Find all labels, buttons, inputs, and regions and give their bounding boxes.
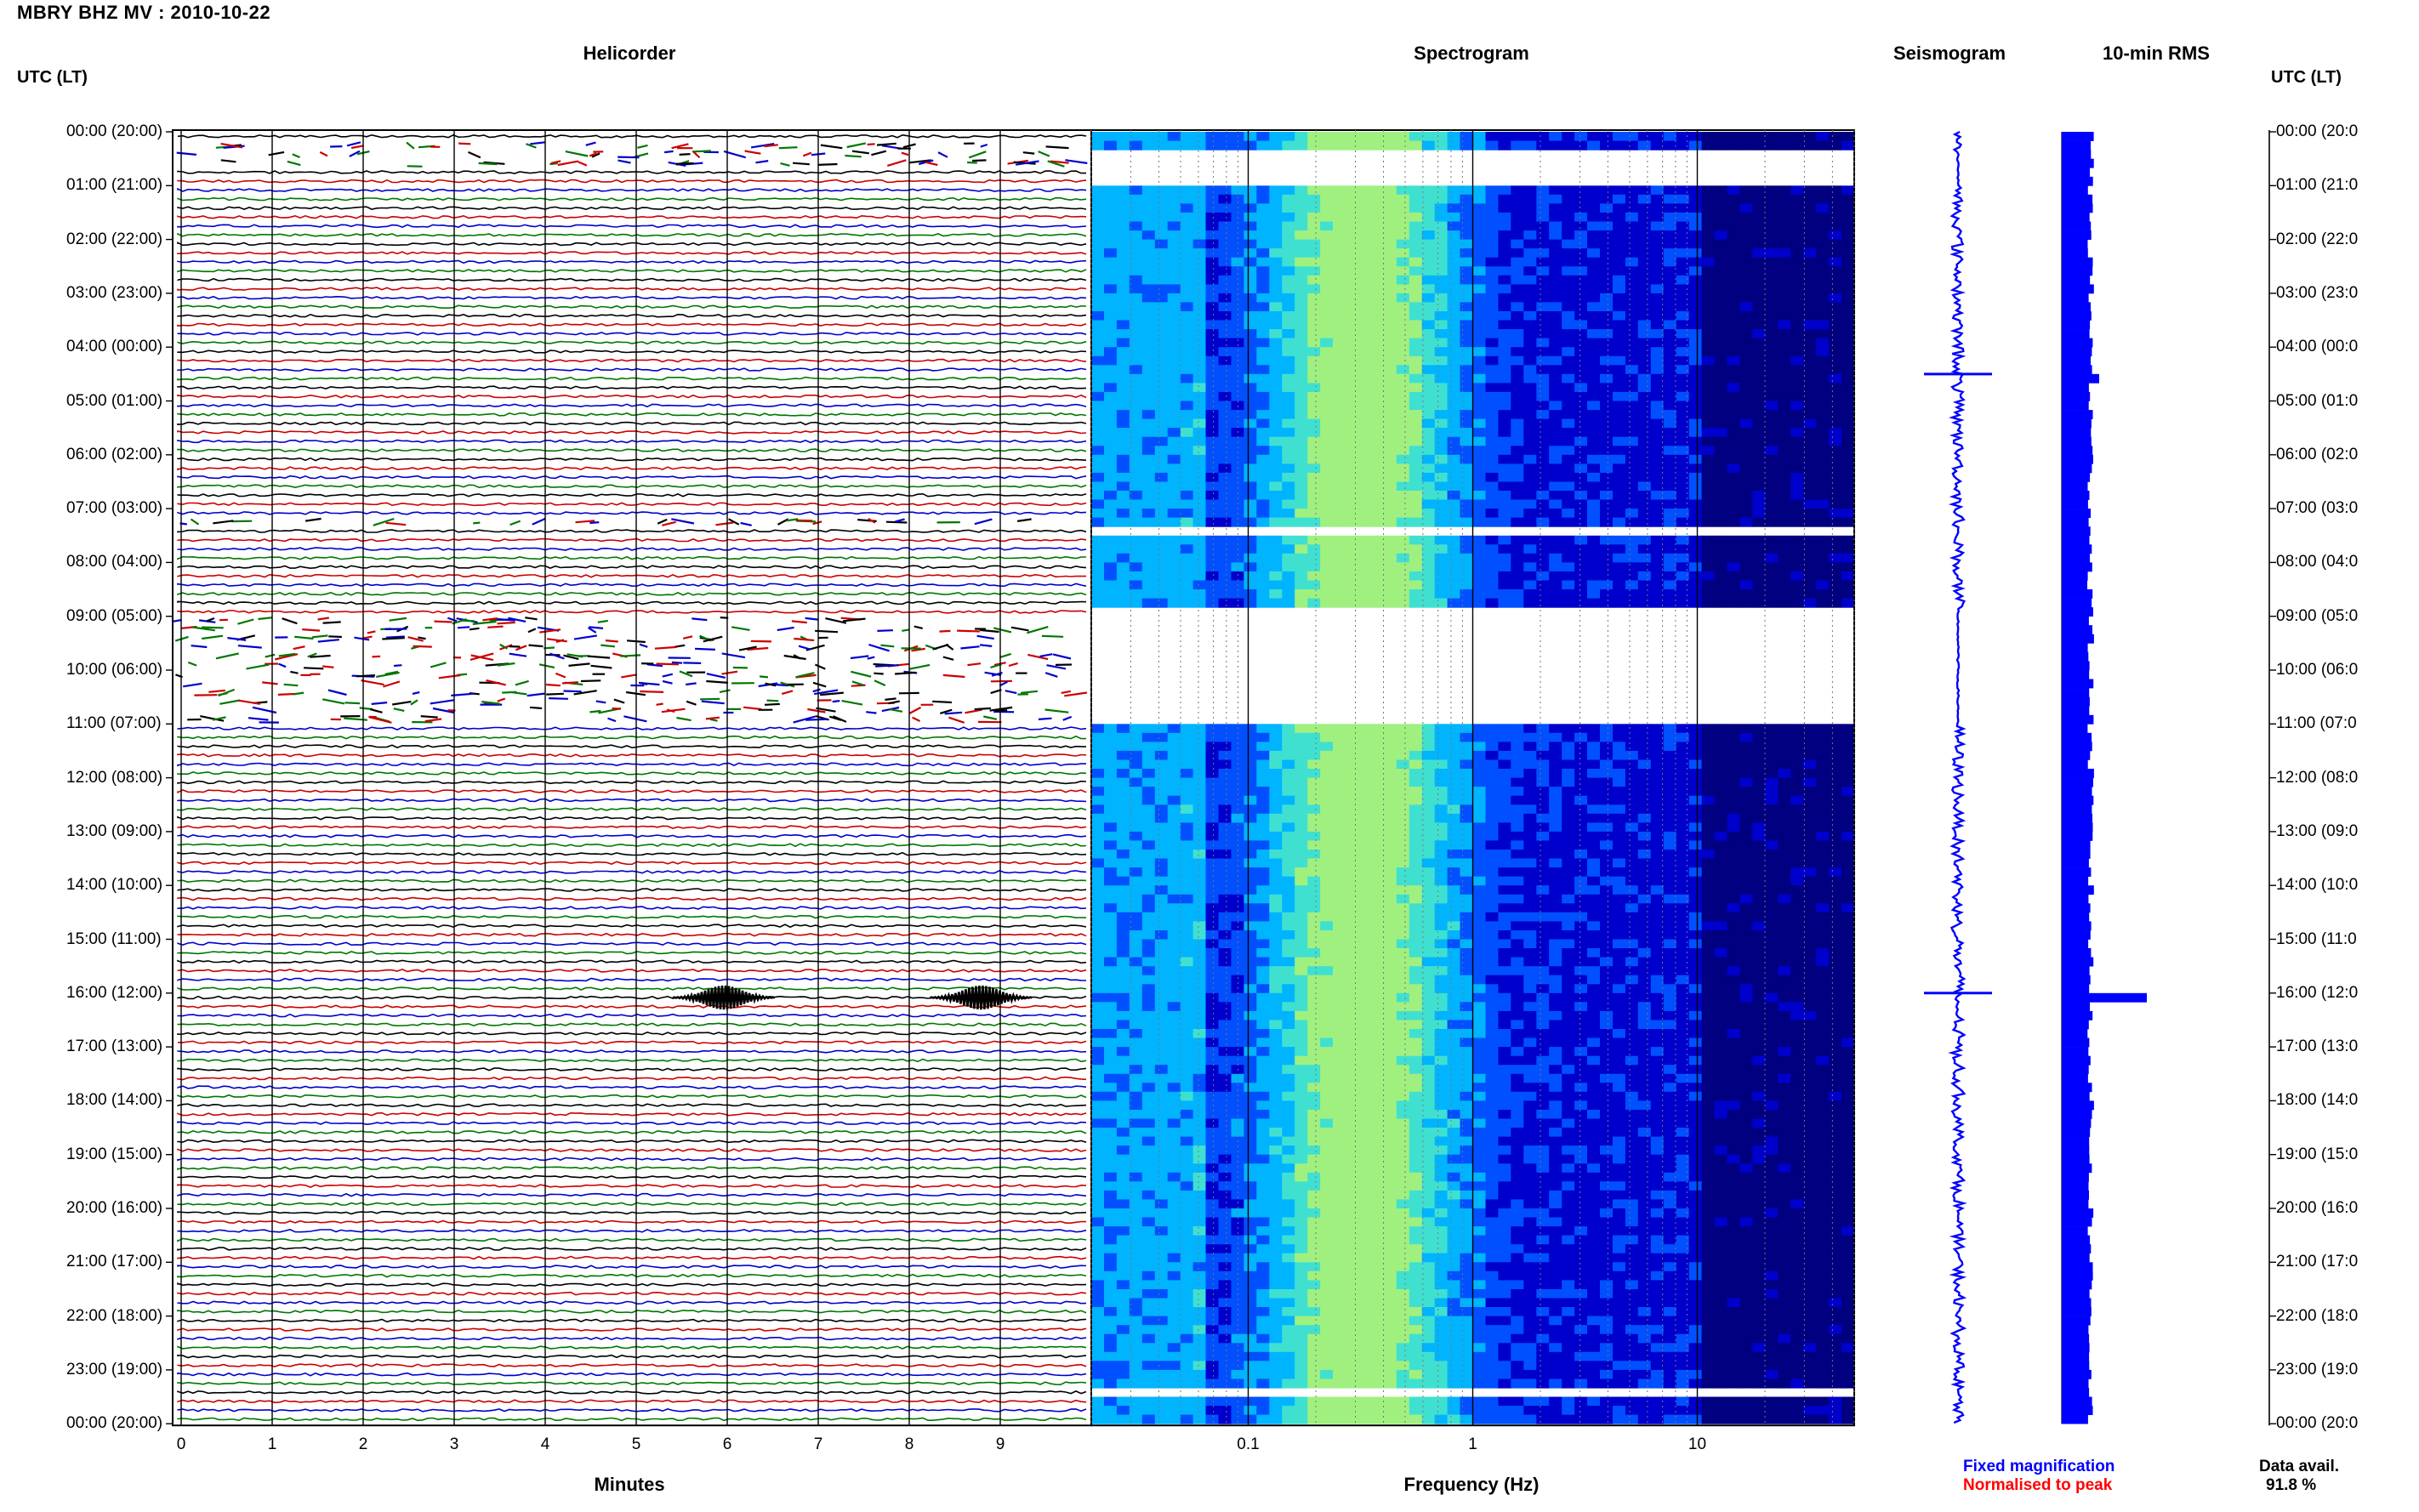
helicorder-event [930, 986, 1033, 1010]
spectrogram-title: Spectrogram [1414, 43, 1529, 64]
time-label-left: 21:00 (17:00) [66, 1253, 163, 1271]
time-label-left: 13:00 (09:00) [66, 821, 163, 840]
time-label-left: 16:00 (12:00) [66, 983, 163, 1002]
time-label-left: 19:00 (15:00) [66, 1145, 163, 1163]
seismogram-title: Seismogram [1893, 43, 2006, 64]
time-label-left: 07:00 (03:00) [66, 499, 163, 518]
helicorder-traces [173, 134, 1088, 1422]
helicorder-event [672, 986, 776, 1010]
time-label-left: 06:00 (02:00) [66, 445, 163, 463]
time-label-right: 18:00 (14:0 [2276, 1091, 2359, 1110]
seismogram-trace [1948, 130, 1967, 1424]
time-label-left: 09:00 (05:00) [66, 606, 163, 625]
time-label-right: 16:00 (12:0 [2276, 983, 2359, 1002]
time-label-left: 05:00 (01:00) [66, 391, 163, 410]
legend-fixed-magnification: Fixed magnification [1963, 1458, 2115, 1475]
data-availability-label: Data avail. [2259, 1458, 2339, 1475]
legend-normalised-to-peak: Normalised to peak [1963, 1476, 2113, 1494]
time-label-left: 08:00 (04:00) [66, 553, 163, 571]
time-label-right: 07:00 (03:0 [2276, 499, 2359, 518]
spectrogram-tick-label: 0.1 [1237, 1435, 1259, 1453]
time-label-right: 11:00 (07:0 [2276, 714, 2357, 733]
time-label-right: 05:00 (01:0 [2276, 391, 2359, 410]
time-label-left: 04:00 (00:00) [66, 338, 163, 356]
time-label-right: 03:00 (23:0 [2276, 283, 2359, 302]
time-label-left: 22:00 (18:00) [66, 1306, 163, 1325]
time-label-left: 00:00 (20:00) [66, 1414, 163, 1433]
time-label-left: 10:00 (06:00) [66, 661, 163, 679]
helicorder-xlabel: Minutes [594, 1474, 665, 1495]
time-label-right: 17:00 (13:0 [2276, 1037, 2359, 1056]
spectrogram-xlabel: Frequency (Hz) [1403, 1474, 1540, 1495]
page-title: MBRY BHZ MV : 2010-10-22 [17, 2, 271, 23]
time-label-right: 20:00 (16:0 [2276, 1199, 2359, 1217]
time-label-left: 00:00 (20:00) [66, 122, 163, 140]
time-label-right: 21:00 (17:0 [2276, 1253, 2359, 1271]
time-label-right: 09:00 (05:0 [2276, 606, 2359, 625]
helicorder-tick-label: 2 [359, 1435, 368, 1453]
time-label-right: 14:00 (10:0 [2276, 876, 2359, 895]
time-label-left: 03:00 (23:00) [66, 283, 163, 302]
time-label-right: 06:00 (02:0 [2276, 445, 2359, 463]
helicorder-tick-label: 1 [268, 1435, 277, 1453]
time-label-right: 02:00 (22:0 [2276, 230, 2359, 248]
helicorder-tick-label: 3 [450, 1435, 459, 1453]
rms-bars [2061, 132, 2147, 1424]
time-label-left: 11:00 (07:00) [66, 714, 162, 733]
helicorder-tick-label: 9 [996, 1435, 1005, 1453]
time-label-right: 00:00 (20:0 [2276, 122, 2359, 140]
time-label-left: 14:00 (10:00) [66, 876, 163, 895]
time-label-left: 18:00 (14:00) [66, 1091, 163, 1110]
helicorder-tick-label: 0 [177, 1435, 186, 1453]
spectrogram-heatmap [1091, 132, 1855, 1424]
time-label-left: 02:00 (22:00) [66, 230, 163, 248]
time-label-right: 04:00 (00:0 [2276, 338, 2359, 356]
time-label-right: 10:00 (06:0 [2276, 661, 2359, 679]
time-label-left: 17:00 (13:00) [66, 1037, 163, 1056]
time-label-right: 00:00 (20:0 [2276, 1414, 2359, 1433]
time-label-right: 12:00 (08:0 [2276, 768, 2359, 787]
data-availability-value: 91.8 % [2266, 1476, 2317, 1494]
helicorder-tick-label: 6 [723, 1435, 732, 1453]
helicorder-title: Helicorder [583, 43, 676, 64]
spectrogram-tick-label: 1 [1468, 1435, 1477, 1453]
spectrogram-tick-label: 10 [1688, 1435, 1706, 1453]
time-label-left: 12:00 (08:00) [66, 768, 163, 787]
time-label-right: 19:00 (15:0 [2276, 1145, 2359, 1163]
time-label-left: 01:00 (21:00) [66, 176, 163, 195]
time-axis-header-right: UTC (LT) [2271, 68, 2342, 87]
time-axis-header-left: UTC (LT) [17, 68, 88, 87]
time-label-left: 23:00 (19:00) [66, 1360, 163, 1378]
helicorder-tick-label: 4 [541, 1435, 550, 1453]
time-label-right: 23:00 (19:0 [2276, 1360, 2359, 1378]
helicorder-tick-label: 7 [814, 1435, 823, 1453]
time-label-right: 01:00 (21:0 [2276, 176, 2359, 195]
rms-title: 10-min RMS [2103, 43, 2210, 64]
time-label-left: 20:00 (16:00) [66, 1199, 163, 1217]
time-label-right: 15:00 (11:0 [2276, 929, 2357, 948]
time-label-right: 22:00 (18:0 [2276, 1306, 2359, 1325]
helicorder-tick-label: 5 [632, 1435, 641, 1453]
time-label-right: 08:00 (04:0 [2276, 553, 2359, 571]
time-label-right: 13:00 (09:0 [2276, 821, 2359, 840]
helicorder-tick-label: 8 [905, 1435, 914, 1453]
time-label-left: 15:00 (11:00) [66, 929, 162, 948]
